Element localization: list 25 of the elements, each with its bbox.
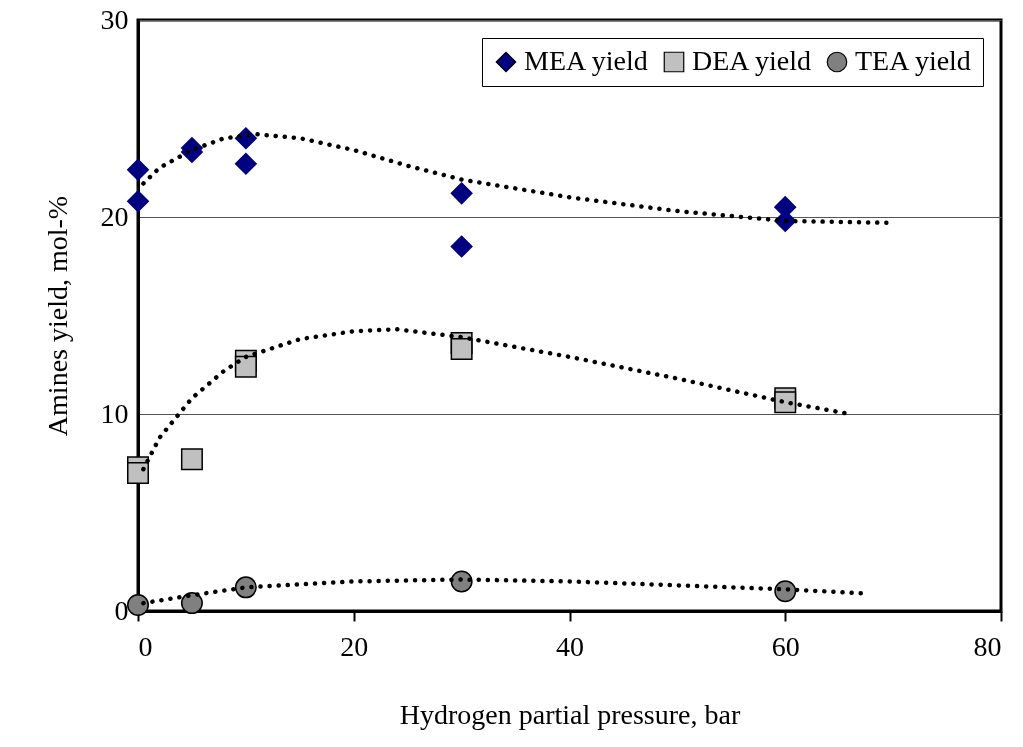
- y-tick-label: 30: [100, 3, 129, 35]
- point: [180, 448, 203, 471]
- point: [234, 152, 257, 175]
- x-tick-label: 20: [340, 630, 369, 662]
- legend-label: MEA yield: [524, 45, 648, 76]
- y-axis-title: Amines yield, mol-%: [41, 195, 73, 437]
- point: [450, 235, 473, 258]
- point: [180, 592, 203, 615]
- y-tick-label: 20: [100, 200, 129, 232]
- y-tick-label: 0: [114, 594, 129, 626]
- point: [127, 594, 149, 617]
- point: [450, 182, 473, 205]
- x-tick-label: 40: [556, 630, 584, 662]
- x-axis-title: Hydrogen partial pressure, bar: [399, 698, 741, 730]
- x-tick-label: 60: [771, 630, 800, 662]
- x-tick-label: 0: [138, 630, 153, 662]
- x-tick-label: 80: [973, 630, 1002, 662]
- point: [127, 158, 149, 181]
- point: [234, 355, 257, 378]
- legend-label: DEA yield: [692, 45, 811, 76]
- point: [127, 462, 149, 485]
- legend-label: TEA yield: [855, 45, 971, 76]
- point: [450, 337, 473, 360]
- point: [127, 190, 149, 213]
- y-tick-label: 10: [100, 397, 129, 429]
